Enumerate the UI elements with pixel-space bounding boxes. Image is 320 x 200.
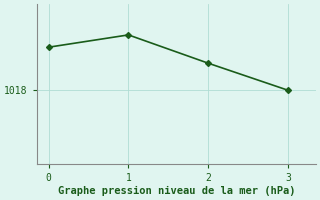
X-axis label: Graphe pression niveau de la mer (hPa): Graphe pression niveau de la mer (hPa) — [58, 186, 295, 196]
